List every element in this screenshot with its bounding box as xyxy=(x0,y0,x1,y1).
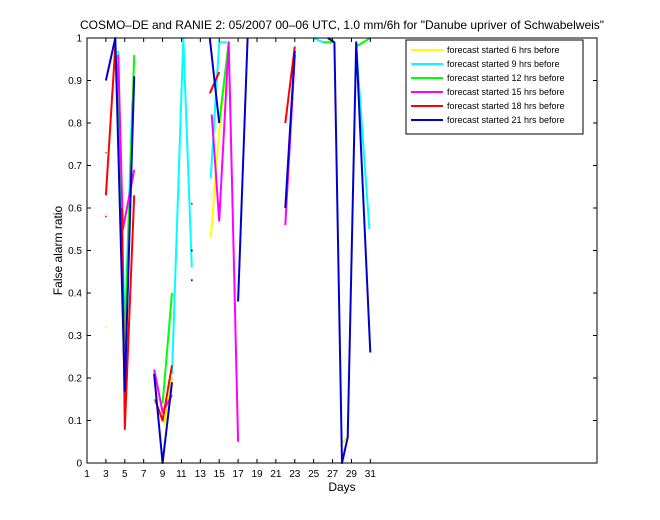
x-tick-label: 1 xyxy=(84,469,90,480)
x-tick-label: 19 xyxy=(251,469,263,480)
legend-entry: forecast started 9 hrs before xyxy=(447,59,560,69)
y-axis: 0 0.1 0.2 0.3 0.4 0.5 0.6 0.7 0.8 0.9 1 xyxy=(68,34,597,470)
x-axis-label: Days xyxy=(328,480,355,494)
y-tick-label: 0.8 xyxy=(68,119,82,130)
legend-entry: forecast started 6 hrs before xyxy=(447,45,560,55)
plot-area xyxy=(104,37,372,464)
series-3 xyxy=(104,37,371,404)
x-tick-label: 17 xyxy=(233,469,245,480)
x-tick-label: 21 xyxy=(270,469,282,480)
series-line xyxy=(313,37,324,44)
x-tick-label: 31 xyxy=(365,469,377,480)
series-line xyxy=(284,46,296,124)
legend-box xyxy=(405,39,584,135)
series-6 xyxy=(104,37,372,464)
legend: forecast started 6 hrs before forecast st… xyxy=(405,39,584,135)
y-tick-label: 0.2 xyxy=(68,374,82,385)
series-line xyxy=(284,50,296,209)
series-line xyxy=(355,37,371,48)
y-tick-label: 0.3 xyxy=(68,331,82,342)
x-tick-label: 15 xyxy=(214,469,226,480)
x-tick-label: 23 xyxy=(289,469,301,480)
x-axis: 1 3 5 7 9 11 13 15 17 19 21 23 25 27 29 31 xyxy=(84,38,376,480)
x-tick-label: 11 xyxy=(176,469,187,480)
y-tick-label: 1 xyxy=(76,34,82,45)
x-tick-label: 7 xyxy=(141,469,147,480)
series-line xyxy=(161,292,173,404)
y-tick-label: 0.6 xyxy=(68,204,82,215)
series-line xyxy=(104,46,117,196)
legend-entry: forecast started 21 hrs before xyxy=(447,115,565,125)
x-tick-label: 29 xyxy=(346,469,358,480)
y-tick-label: 0.9 xyxy=(68,76,82,87)
y-tick-label: 0.5 xyxy=(68,246,82,257)
y-tick-label: 0.1 xyxy=(68,416,82,427)
x-tick-label: 27 xyxy=(327,469,339,480)
x-tick-label: 5 xyxy=(122,469,128,480)
y-axis-label: False alarm ratio xyxy=(51,206,65,296)
x-tick-label: 3 xyxy=(103,469,109,480)
legend-entry: forecast started 12 hrs before xyxy=(447,73,565,83)
x-tick-label: 9 xyxy=(160,469,166,480)
series-2 xyxy=(117,37,371,374)
series-line xyxy=(208,37,221,124)
y-tick-label: 0 xyxy=(76,459,82,470)
y-tick-label: 0.4 xyxy=(68,289,82,300)
y-tick-label: 0.7 xyxy=(68,161,82,172)
series-line xyxy=(327,37,372,464)
series-line xyxy=(104,37,136,392)
series-line xyxy=(237,37,249,302)
series-line xyxy=(210,41,240,442)
series-line xyxy=(171,37,193,374)
legend-entry: forecast started 15 hrs before xyxy=(447,87,565,97)
x-tick-label: 13 xyxy=(195,469,207,480)
chart-title: COSMO–DE and RANIE 2: 05/2007 00–06 UTC,… xyxy=(80,18,604,32)
series-line xyxy=(120,195,136,430)
x-tick-label: 25 xyxy=(308,469,320,480)
legend-entry: forecast started 18 hrs before xyxy=(447,101,565,111)
